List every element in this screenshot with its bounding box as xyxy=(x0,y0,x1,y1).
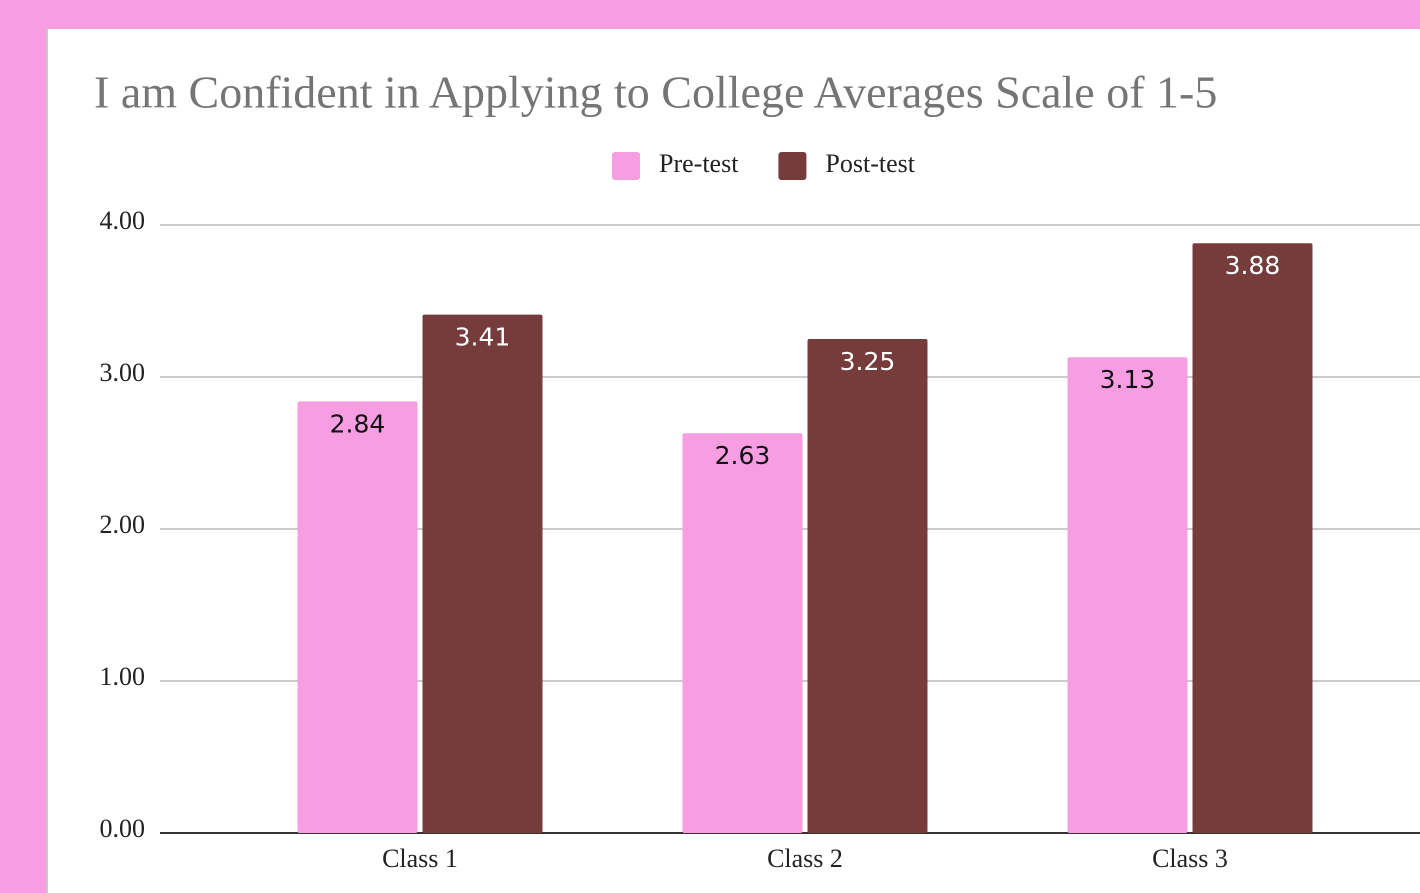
x-tick-label: Class 2 xyxy=(767,844,843,873)
bar xyxy=(297,401,418,833)
legend-swatch xyxy=(612,152,640,180)
legend-label: Post-test xyxy=(825,149,915,178)
value-label: 3.25 xyxy=(840,347,896,376)
value-label: 3.13 xyxy=(1100,365,1156,394)
chart-title: I am Confident in Applying to College Av… xyxy=(94,67,1217,118)
y-tick-label: 3.00 xyxy=(100,358,146,387)
legend-label: Pre-test xyxy=(659,149,739,178)
value-label: 3.41 xyxy=(455,323,511,352)
value-label: 2.63 xyxy=(715,441,771,470)
x-tick-label: Class 3 xyxy=(1152,844,1228,873)
y-tick-label: 1.00 xyxy=(100,662,146,691)
y-tick-label: 4.00 xyxy=(100,206,146,235)
x-tick-label: Class 1 xyxy=(382,844,458,873)
bar xyxy=(422,314,543,833)
bar xyxy=(1192,243,1313,834)
bar xyxy=(682,433,803,833)
legend-swatch xyxy=(778,152,807,180)
value-label: 3.88 xyxy=(1225,251,1281,280)
y-tick-label: 2.00 xyxy=(100,510,146,539)
bar xyxy=(807,339,928,833)
bar xyxy=(1067,357,1188,833)
value-label: 2.84 xyxy=(330,409,386,438)
y-tick-label: 0.00 xyxy=(100,814,146,843)
